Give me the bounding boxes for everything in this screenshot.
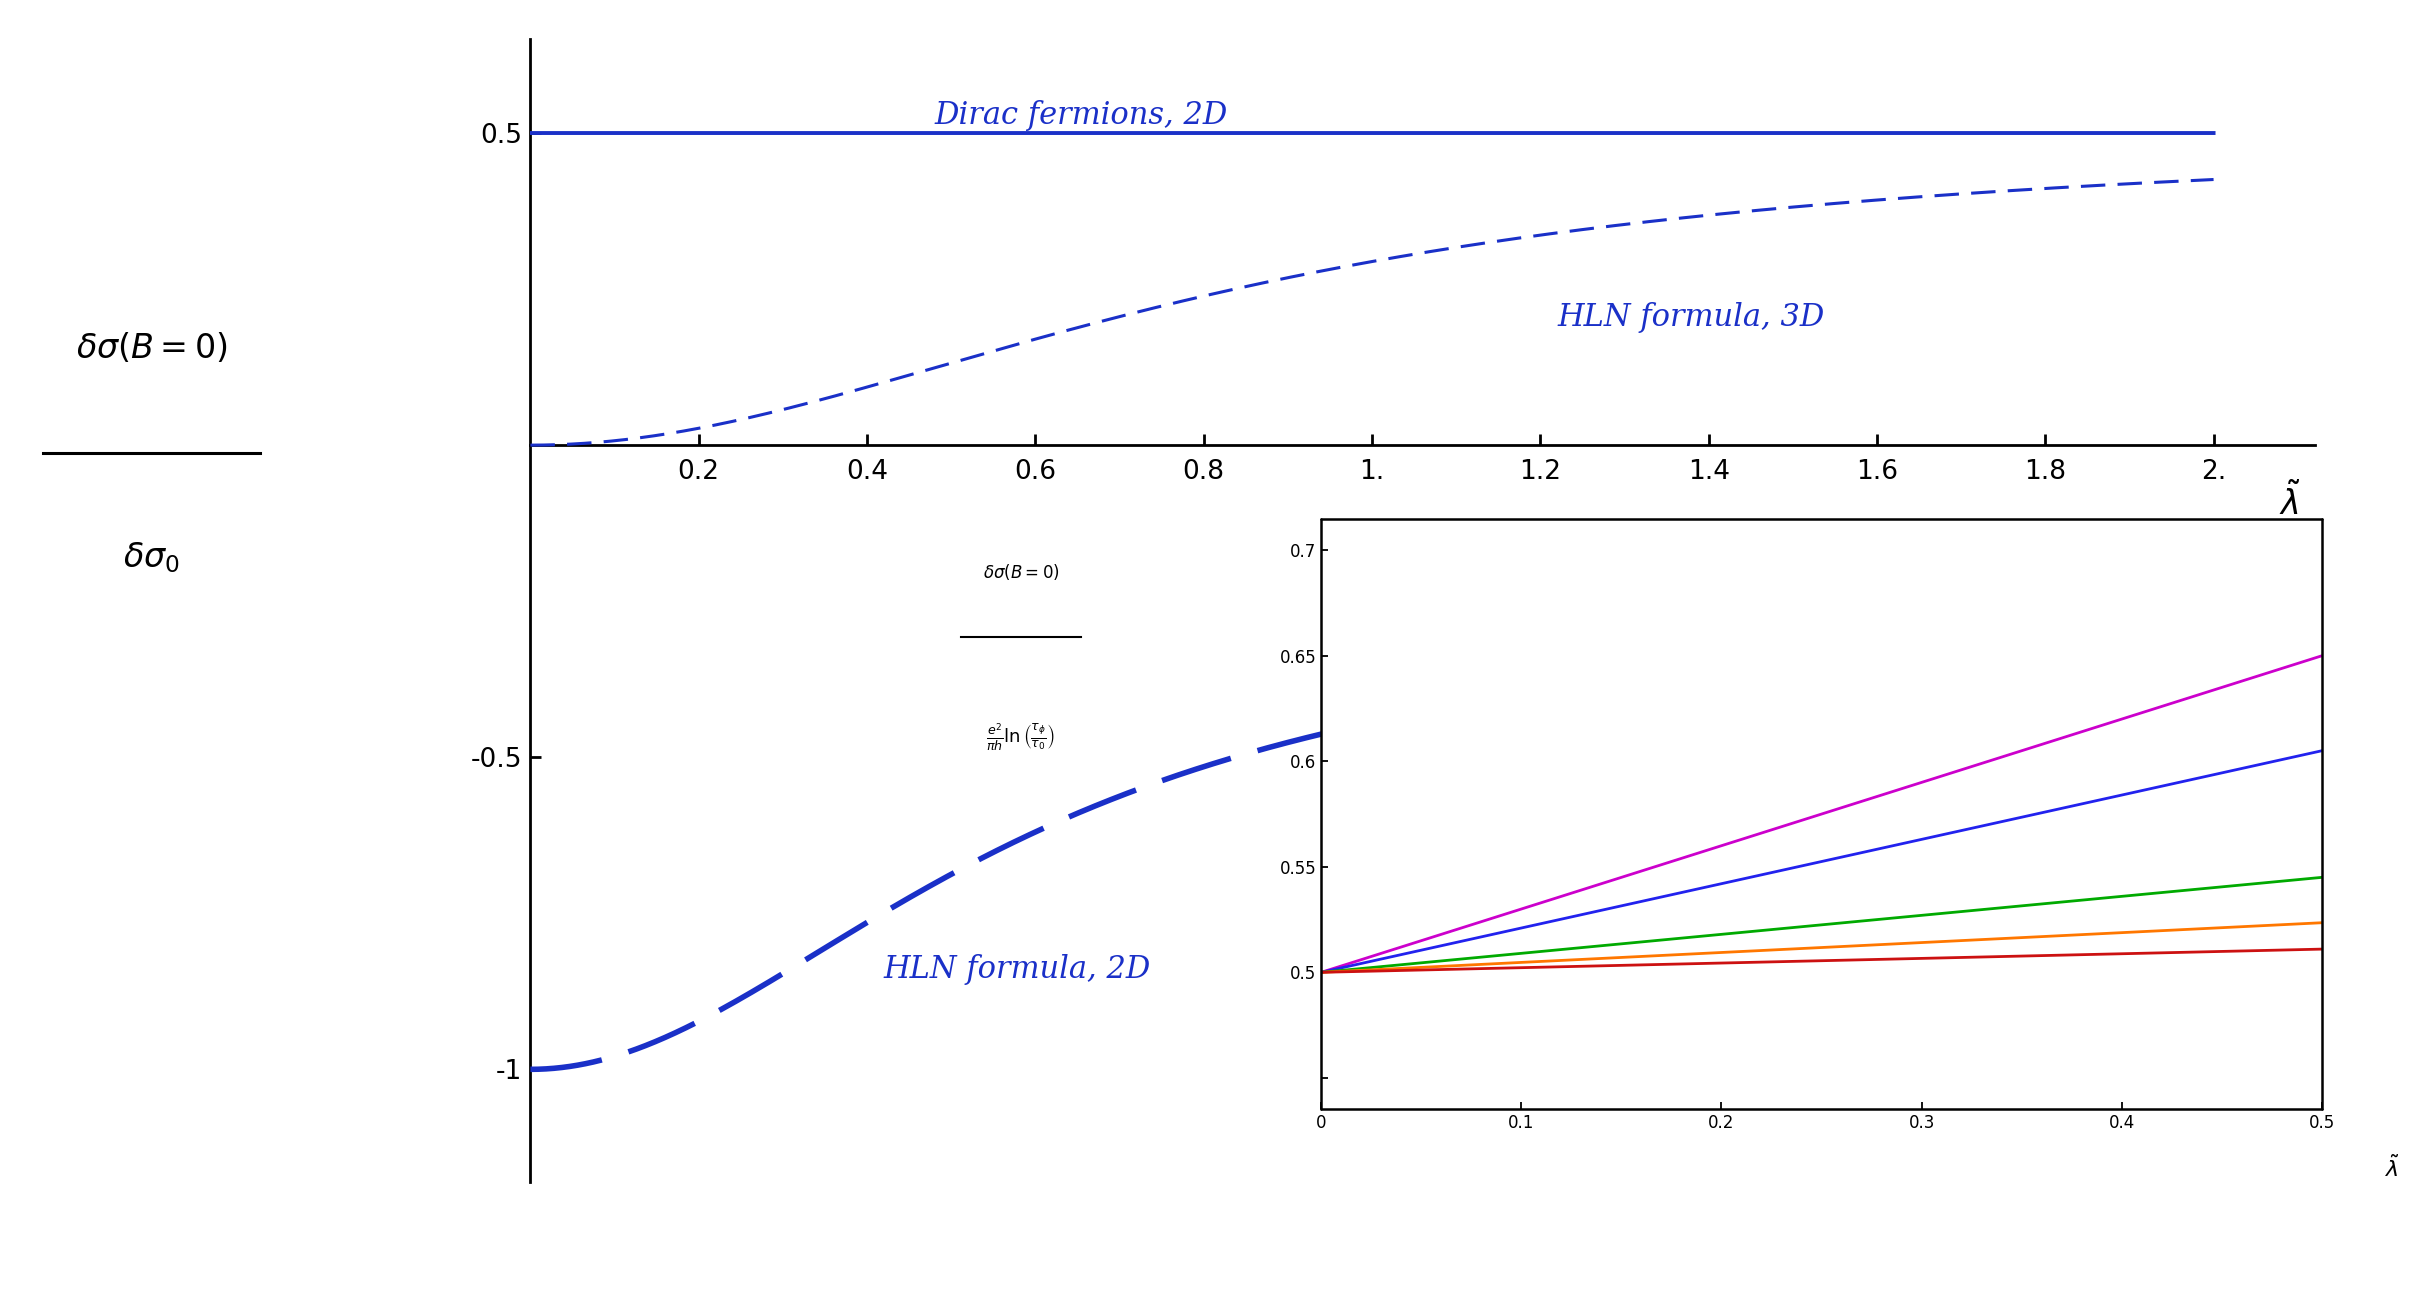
Text: HLN formula, 3D: HLN formula, 3D bbox=[1558, 302, 1825, 332]
Text: $\delta\sigma(B=0)$: $\delta\sigma(B=0)$ bbox=[77, 331, 227, 365]
Text: $\tilde{\lambda}$: $\tilde{\lambda}$ bbox=[2384, 1155, 2399, 1182]
Text: $\frac{e^2}{\pi h} \ln \left( \frac{\tau_\phi}{\tau_0} \right)$: $\frac{e^2}{\pi h} \ln \left( \frac{\tau… bbox=[986, 721, 1056, 754]
Text: $\delta\sigma(B=0)$: $\delta\sigma(B=0)$ bbox=[984, 562, 1058, 582]
Text: Dirac fermions, 2D: Dirac fermions, 2D bbox=[935, 100, 1227, 130]
Text: HLN formula, 2D: HLN formula, 2D bbox=[885, 955, 1152, 985]
Text: $\tilde{\lambda}$: $\tilde{\lambda}$ bbox=[2278, 483, 2300, 521]
Text: $\delta\sigma_0$: $\delta\sigma_0$ bbox=[123, 541, 181, 575]
